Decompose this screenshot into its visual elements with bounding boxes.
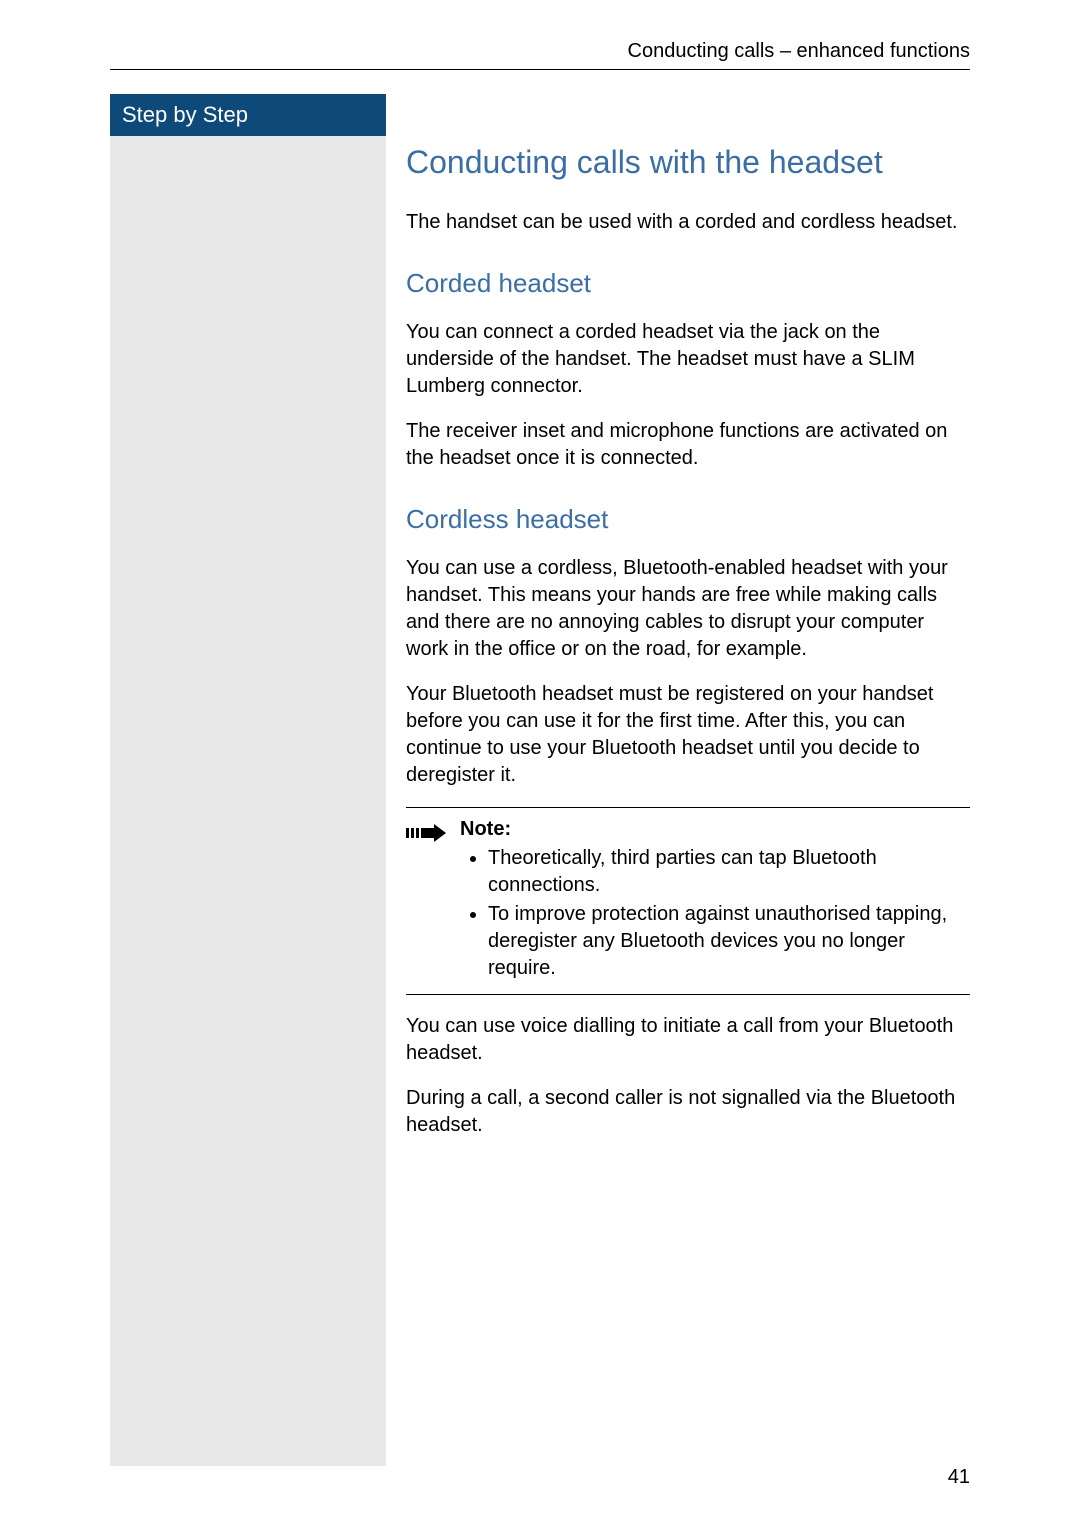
note-item: Theoretically, third parties can tap Blu… [488, 845, 970, 899]
note-content: Note: Theoretically, third parties can t… [460, 818, 970, 984]
cordless-heading: Cordless headset [406, 504, 970, 535]
running-header: Conducting calls – enhanced functions [110, 40, 970, 70]
document-page: Conducting calls – enhanced functions St… [0, 0, 1080, 1529]
corded-p1: You can connect a corded headset via the… [406, 319, 970, 400]
corded-heading: Corded headset [406, 268, 970, 299]
main-layout: Step by Step Conducting calls with the h… [110, 94, 970, 1466]
cordless-p4: During a call, a second caller is not si… [406, 1085, 970, 1139]
note-box: Note: Theoretically, third parties can t… [406, 807, 970, 995]
intro-paragraph: The handset can be used with a corded an… [406, 209, 970, 236]
note-item: To improve protection against unauthoris… [488, 901, 970, 982]
sidebar: Step by Step [110, 94, 386, 1466]
content-area: Conducting calls with the headset The ha… [386, 94, 970, 1466]
cordless-p3: You can use voice dialling to initiate a… [406, 1013, 970, 1067]
note-arrow-icon [406, 818, 448, 984]
cordless-p1: You can use a cordless, Bluetooth-enable… [406, 555, 970, 663]
sidebar-body [110, 136, 386, 1466]
note-list: Theoretically, third parties can tap Blu… [460, 845, 970, 982]
corded-p2: The receiver inset and microphone functi… [406, 418, 970, 472]
page-number: 41 [948, 1466, 970, 1489]
page-title: Conducting calls with the headset [406, 144, 970, 181]
note-title: Note: [460, 818, 970, 841]
sidebar-title: Step by Step [110, 94, 386, 136]
cordless-p2: Your Bluetooth headset must be registere… [406, 681, 970, 789]
